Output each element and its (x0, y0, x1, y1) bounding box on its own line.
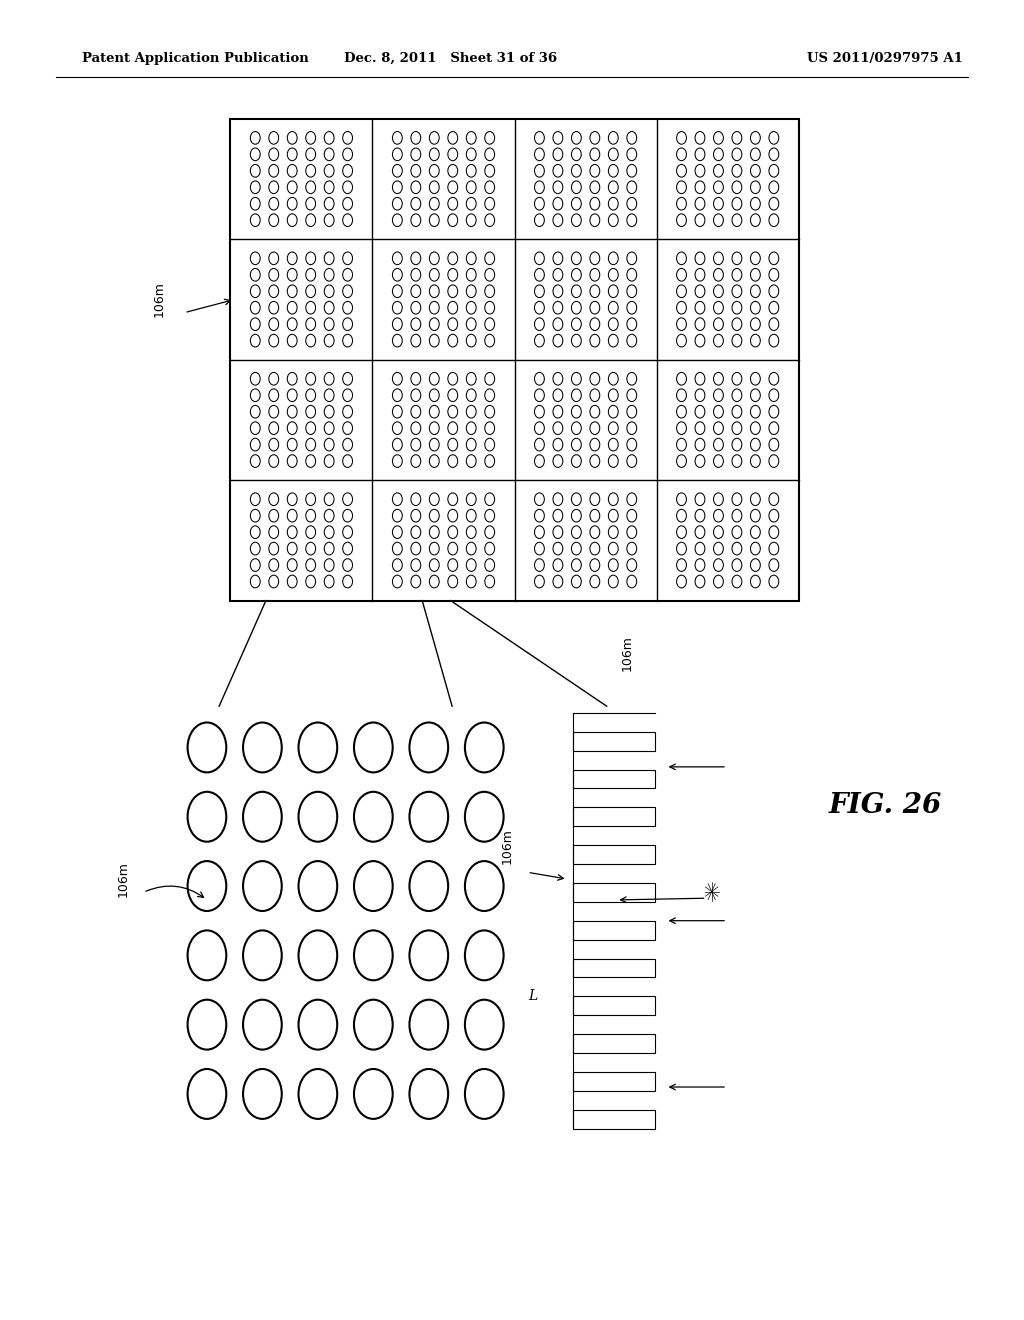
Bar (572, 1072, 655, 1090)
Bar (572, 883, 655, 902)
Bar (572, 770, 655, 788)
Bar (572, 845, 655, 865)
Text: 106m: 106m (621, 635, 634, 672)
Bar (572, 1110, 655, 1129)
Bar (572, 1034, 655, 1053)
Text: Patent Application Publication: Patent Application Publication (82, 51, 308, 65)
Bar (572, 731, 655, 751)
Bar (230, 119, 799, 601)
Text: L: L (527, 989, 538, 1003)
Bar (572, 958, 655, 977)
Text: 106m: 106m (117, 861, 129, 898)
Bar (572, 921, 655, 940)
Text: US 2011/0297975 A1: US 2011/0297975 A1 (807, 51, 963, 65)
Text: Dec. 8, 2011   Sheet 31 of 36: Dec. 8, 2011 Sheet 31 of 36 (344, 51, 557, 65)
Text: FIG. 26: FIG. 26 (829, 792, 942, 818)
Bar (572, 997, 655, 1015)
Text: 106m: 106m (501, 828, 513, 863)
Text: 106m: 106m (153, 281, 165, 317)
Bar (572, 808, 655, 826)
